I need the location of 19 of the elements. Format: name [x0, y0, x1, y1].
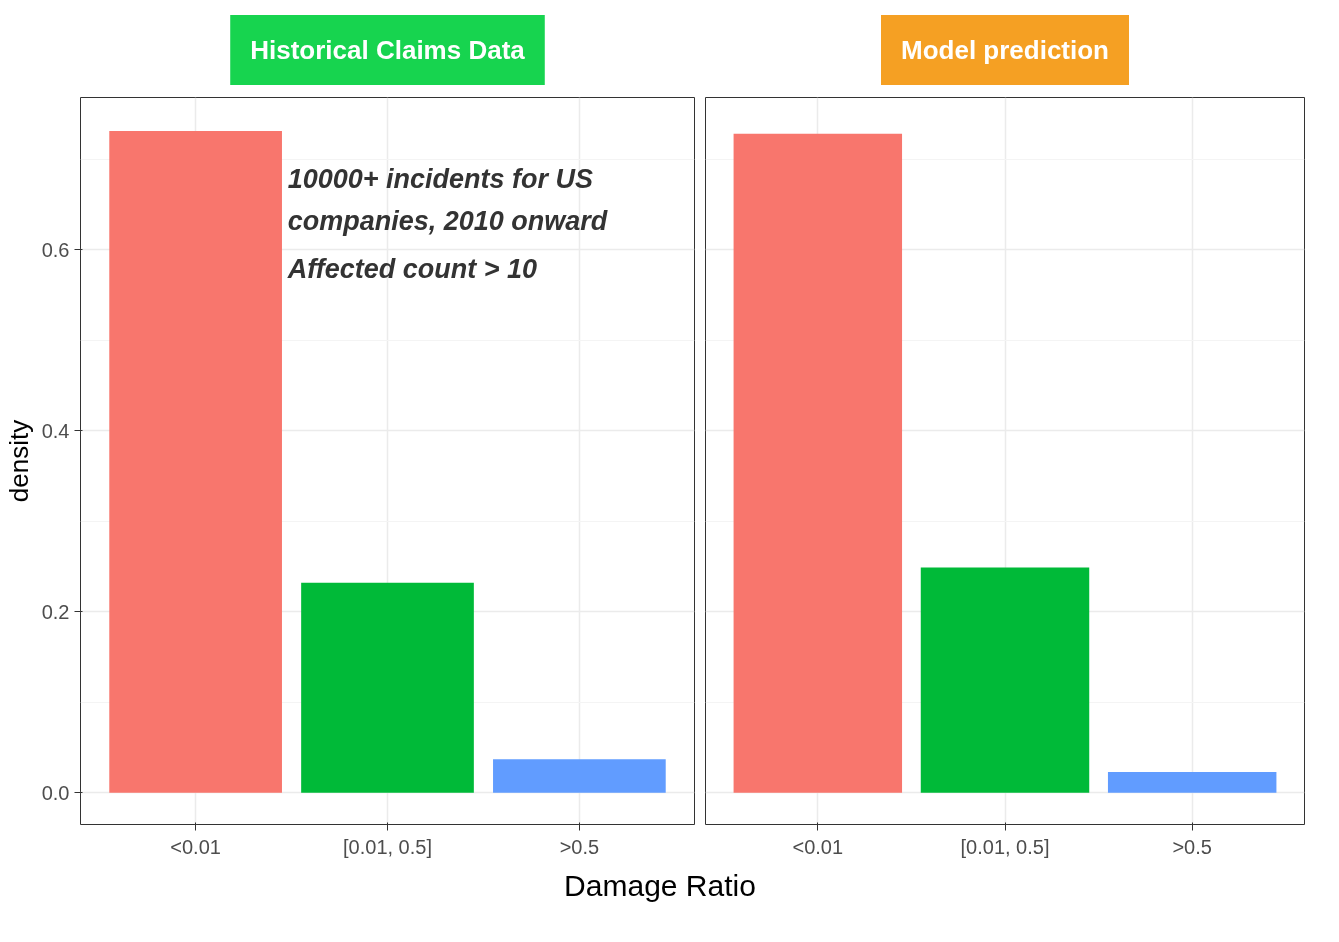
bar: [493, 759, 666, 793]
chart-title: Historical Claims Data: [250, 35, 526, 65]
bar: [301, 582, 474, 793]
chart-title: Model prediction: [901, 35, 1109, 65]
x-axis-title: Damage Ratio: [564, 868, 756, 904]
x-tick-label: <0.01: [792, 835, 844, 858]
y-tick-label: 0.6: [41, 238, 70, 261]
x-tick-label: <0.01: [170, 835, 221, 858]
bar: [109, 131, 282, 793]
annotation: 10000+ incidents for US companies, 2010 onward: [287, 163, 608, 236]
x-tick-label: [0.01, 0.5]: [960, 835, 1050, 858]
x-tick-label: [0.01, 0.5]: [343, 835, 432, 858]
y-axis-title: density: [3, 419, 34, 503]
y-tick-label: 0.2: [41, 600, 70, 623]
y-tick-label: 0.4: [41, 419, 70, 442]
x-tick-label: >0.5: [559, 835, 600, 858]
y-tick-label: 0.0: [41, 781, 70, 804]
x-tick-label: >0.5: [1172, 835, 1212, 858]
annotation: Affected count > 10: [286, 254, 538, 285]
